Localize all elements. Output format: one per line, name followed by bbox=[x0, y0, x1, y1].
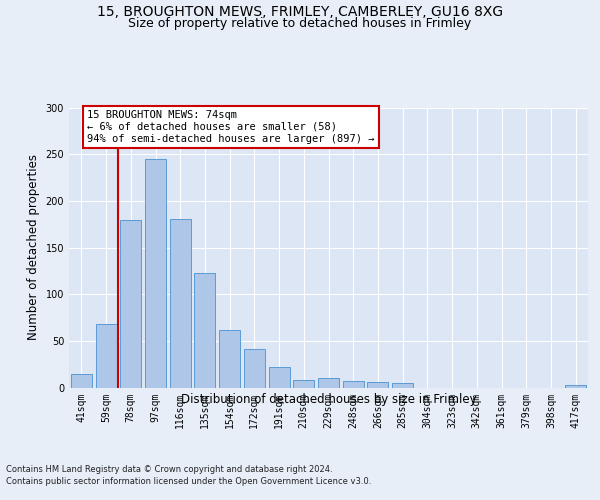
Text: 15, BROUGHTON MEWS, FRIMLEY, CAMBERLEY, GU16 8XG: 15, BROUGHTON MEWS, FRIMLEY, CAMBERLEY, … bbox=[97, 5, 503, 19]
Bar bbox=[392, 383, 413, 388]
Bar bbox=[244, 349, 265, 388]
Text: Contains HM Land Registry data © Crown copyright and database right 2024.: Contains HM Land Registry data © Crown c… bbox=[6, 465, 332, 474]
Bar bbox=[71, 374, 92, 388]
Y-axis label: Number of detached properties: Number of detached properties bbox=[27, 154, 40, 340]
Bar bbox=[367, 382, 388, 388]
Bar bbox=[145, 159, 166, 388]
Text: Contains public sector information licensed under the Open Government Licence v3: Contains public sector information licen… bbox=[6, 478, 371, 486]
Text: 15 BROUGHTON MEWS: 74sqm
← 6% of detached houses are smaller (58)
94% of semi-de: 15 BROUGHTON MEWS: 74sqm ← 6% of detache… bbox=[87, 110, 374, 144]
Bar bbox=[120, 220, 141, 388]
Bar bbox=[293, 380, 314, 388]
Bar bbox=[565, 384, 586, 388]
Text: Size of property relative to detached houses in Frimley: Size of property relative to detached ho… bbox=[128, 18, 472, 30]
Bar bbox=[170, 218, 191, 388]
Bar bbox=[318, 378, 339, 388]
Bar bbox=[194, 272, 215, 388]
Bar bbox=[269, 367, 290, 388]
Text: Distribution of detached houses by size in Frimley: Distribution of detached houses by size … bbox=[181, 392, 476, 406]
Bar bbox=[219, 330, 240, 388]
Bar bbox=[95, 324, 116, 388]
Bar bbox=[343, 381, 364, 388]
